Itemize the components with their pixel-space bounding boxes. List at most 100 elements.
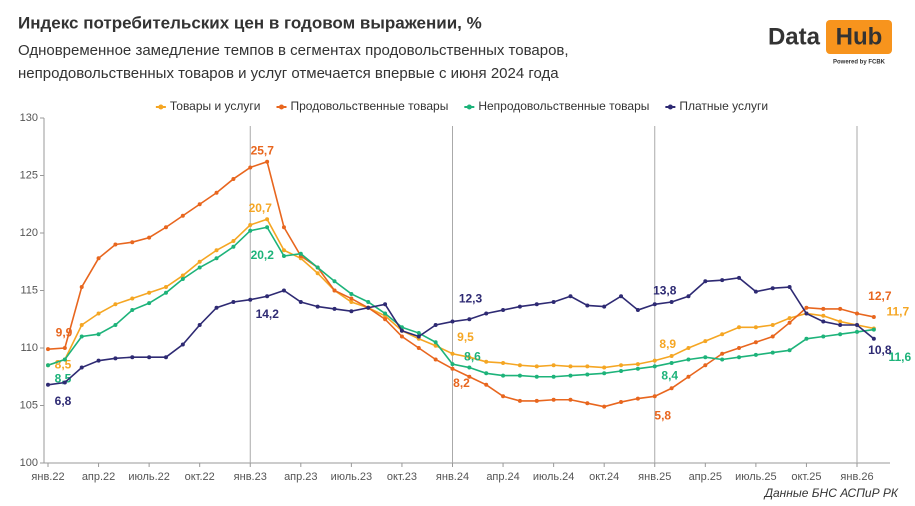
- data-point: [248, 297, 253, 302]
- data-label: 14,2: [256, 307, 280, 321]
- data-point: [501, 373, 506, 378]
- data-point: [517, 398, 522, 403]
- data-point: [585, 372, 590, 377]
- data-point: [113, 356, 118, 361]
- data-point: [265, 294, 270, 299]
- data-point: [585, 401, 590, 406]
- data-point: [821, 319, 826, 324]
- data-point: [855, 329, 859, 334]
- data-point: [416, 331, 421, 336]
- data-point: [737, 275, 742, 280]
- data-point: [669, 300, 674, 304]
- data-point: [501, 308, 506, 313]
- data-point: [686, 357, 691, 362]
- data-label: 12,7: [868, 289, 892, 303]
- data-point: [568, 294, 573, 299]
- legend-label: Товары и услуги: [170, 99, 261, 113]
- legend-swatch-dot: [667, 104, 673, 110]
- data-point: [315, 265, 320, 270]
- data-point: [248, 222, 253, 227]
- data-point: [147, 355, 152, 360]
- data-point: [720, 351, 725, 356]
- data-label: 25,7: [251, 144, 275, 158]
- y-tick-label: 100: [20, 457, 38, 469]
- x-tick-label: окт.23: [387, 471, 417, 483]
- data-point: [467, 317, 472, 322]
- data-label: 13,8: [653, 283, 677, 297]
- data-point: [770, 286, 775, 291]
- data-point: [635, 308, 640, 313]
- legend-label: Продовольственные товары: [290, 99, 448, 113]
- x-tick-label: янв.25: [638, 471, 671, 483]
- data-point: [855, 323, 859, 327]
- data-point: [534, 364, 539, 369]
- data-point: [652, 358, 657, 363]
- y-tick-label: 105: [20, 399, 38, 411]
- data-point: [804, 311, 809, 316]
- data-point: [180, 277, 185, 281]
- data-point: [214, 256, 219, 261]
- data-point: [770, 334, 775, 339]
- x-tick-label: апр.23: [284, 471, 317, 483]
- data-point: [551, 374, 556, 379]
- data-point: [619, 400, 624, 405]
- data-point: [62, 357, 67, 362]
- data-point: [484, 359, 489, 364]
- series-line: [47, 218, 875, 369]
- data-point: [703, 279, 708, 284]
- data-point: [534, 398, 539, 403]
- data-point: [551, 300, 556, 304]
- series-line: [47, 160, 875, 408]
- data-point: [551, 397, 556, 402]
- data-point: [62, 346, 67, 350]
- data-point: [46, 347, 50, 352]
- data-point: [838, 332, 843, 337]
- x-tick-label: апр.24: [486, 471, 519, 483]
- data-point: [568, 373, 573, 378]
- x-tick-label: июль.22: [128, 471, 170, 483]
- y-tick-label: 110: [20, 342, 38, 354]
- data-point: [383, 311, 388, 316]
- data-point: [180, 273, 185, 278]
- data-point: [46, 382, 50, 387]
- data-point: [871, 336, 876, 341]
- data-point: [79, 323, 84, 327]
- y-tick-label: 130: [20, 112, 38, 124]
- data-point: [686, 346, 691, 350]
- legend-swatch-dot: [278, 104, 284, 110]
- data-point: [652, 394, 657, 399]
- data-point: [163, 290, 168, 295]
- data-point: [349, 291, 354, 296]
- data-point: [96, 256, 101, 261]
- data-point: [281, 254, 286, 258]
- data-point: [501, 360, 506, 365]
- data-point: [130, 308, 135, 313]
- data-point: [349, 300, 354, 304]
- x-tick-label: апр.25: [689, 471, 722, 483]
- data-point: [332, 288, 337, 293]
- data-point: [180, 213, 185, 218]
- data-point: [96, 358, 101, 363]
- data-point: [147, 290, 152, 295]
- x-tick-label: янв.24: [436, 471, 469, 483]
- data-point: [619, 294, 624, 299]
- data-point: [619, 369, 624, 373]
- data-label: 11,7: [887, 305, 910, 319]
- data-label: 5,8: [654, 408, 671, 422]
- data-point: [231, 176, 236, 181]
- data-point: [248, 165, 253, 170]
- data-point: [197, 323, 202, 327]
- data-point: [551, 363, 556, 368]
- x-tick-label: окт.22: [185, 471, 215, 483]
- data-point: [804, 305, 809, 310]
- data-point: [281, 248, 286, 253]
- data-point: [416, 334, 421, 339]
- data-point: [349, 296, 354, 301]
- data-point: [838, 306, 843, 311]
- x-tick-label: янв.26: [840, 471, 873, 483]
- data-point: [231, 244, 236, 249]
- data-point: [787, 320, 792, 325]
- data-point: [113, 242, 118, 247]
- data-point: [568, 397, 573, 402]
- data-point: [96, 311, 101, 316]
